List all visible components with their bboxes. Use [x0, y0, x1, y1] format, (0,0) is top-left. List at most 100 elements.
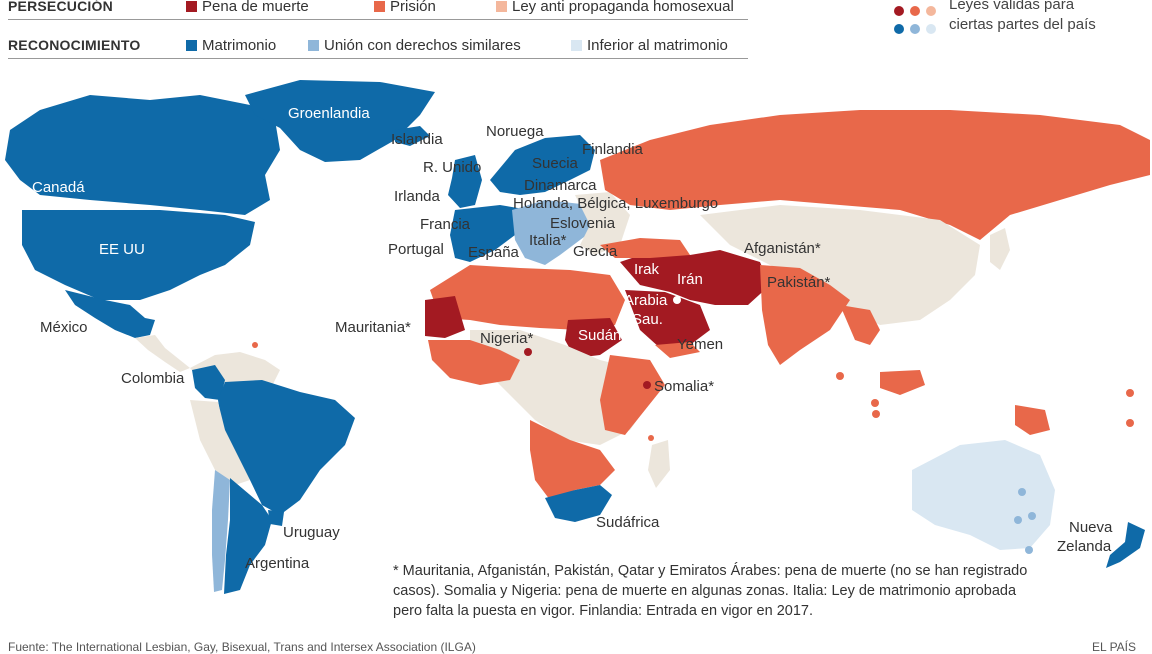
region-se-asia	[840, 305, 880, 345]
label-islandia: Islandia	[391, 131, 443, 148]
swatch-union	[308, 40, 319, 51]
region-north-africa	[430, 265, 625, 330]
world-map: Groenlandia Islandia Noruega Finlandia S…	[5, 80, 1150, 594]
region-asia-neutral	[700, 205, 980, 325]
label-mexico: México	[40, 319, 88, 336]
label-noruega: Noruega	[486, 123, 544, 140]
partial-dot-caribbean	[252, 342, 258, 348]
legend-prison-label: Prisión	[390, 0, 436, 15]
region-argentina	[224, 478, 272, 594]
region-west-africa	[428, 340, 520, 385]
source-credit: Fuente: The International Lesbian, Gay, …	[8, 640, 476, 654]
legend-death-label: Pena de muerte	[202, 0, 309, 15]
region-canada	[5, 95, 280, 215]
legend-partial-dots-blue	[894, 21, 954, 38]
region-peru-bolivia	[190, 400, 250, 485]
label-irak: Irak	[634, 261, 660, 278]
region-central-europe	[512, 200, 600, 265]
region-brazil	[218, 380, 355, 515]
region-eastern-europe	[575, 192, 630, 255]
partial-dot-pacific-2	[1126, 419, 1134, 427]
region-new-zealand	[1106, 522, 1145, 568]
dot-death	[894, 6, 904, 16]
label-arabia-line1: Arabia	[624, 292, 668, 309]
footnote: * Mauritania, Afganistán, Pakistán, Qata…	[393, 563, 1028, 619]
label-espana: España	[468, 244, 520, 261]
label-mauritania: Mauritania*	[335, 319, 411, 336]
label-sudafrica: Sudáfrica	[596, 514, 660, 531]
label-francia: Francia	[420, 216, 471, 233]
region-mauritania	[425, 296, 465, 338]
dot-prison	[910, 6, 920, 16]
label-afganistan: Afganistán*	[744, 240, 821, 257]
region-russia	[600, 110, 1150, 240]
legend-partial-line2: ciertas partes del país	[949, 16, 1096, 33]
label-nigeria: Nigeria*	[480, 330, 534, 347]
region-greenland	[245, 80, 435, 162]
label-sudan: Sudán	[578, 327, 621, 344]
label-finlandia: Finlandia	[582, 141, 644, 158]
region-japan	[990, 228, 1010, 270]
label-canada: Canadá	[32, 179, 85, 196]
label-benelux: Holanda, Bélgica, Luxemburgo	[513, 195, 718, 212]
label-argentina: Argentina	[245, 555, 310, 572]
region-southern-africa	[530, 420, 615, 500]
label-nueva-line2: Zelanda	[1057, 538, 1112, 555]
region-south-africa	[545, 485, 612, 522]
legend-item-marriage: Matrimonio	[186, 37, 276, 54]
region-usa	[22, 210, 255, 300]
legend-union-label: Unión con derechos similares	[324, 37, 521, 54]
swatch-death	[186, 1, 197, 12]
legend-item-inferior: Inferior al matrimonio	[571, 37, 728, 54]
region-iran-irak	[620, 250, 770, 305]
region-madagascar	[648, 440, 670, 488]
legend-persecution: PERSECUCIÓN Pena de muerte Prisión Ley a…	[8, 0, 748, 20]
label-portugal: Portugal	[388, 241, 444, 258]
label-colombia: Colombia	[121, 370, 185, 387]
label-groenlandia: Groenlandia	[288, 105, 370, 122]
partial-dot-qatar	[673, 296, 681, 304]
legend-item-propaganda: Ley anti propaganda homosexual	[496, 0, 734, 15]
label-eeuu: EE UU	[99, 241, 145, 258]
swatch-inferior	[571, 40, 582, 51]
partial-dot-somalia	[643, 381, 651, 389]
swatch-marriage	[186, 40, 197, 51]
label-irlanda: Irlanda	[394, 188, 441, 205]
dot-propaganda	[926, 6, 936, 16]
label-italia: Italia*	[529, 232, 567, 249]
region-central-america	[135, 335, 190, 372]
dot-inferior	[926, 24, 936, 34]
legend-inferior-label: Inferior al matrimonio	[587, 37, 728, 54]
region-colombia	[192, 365, 225, 400]
legend-item-prison: Prisión	[374, 0, 436, 15]
partial-dot-australia-1	[1018, 488, 1026, 496]
region-uruguay	[268, 510, 284, 526]
region-australia	[912, 440, 1055, 550]
region-scandinavia	[490, 135, 595, 195]
label-yemen: Yemen	[677, 336, 723, 353]
region-chile	[212, 470, 230, 592]
partial-dot-indonesia-1	[836, 372, 844, 380]
region-arabia	[625, 290, 710, 348]
legend-divider-2	[8, 58, 748, 59]
region-sudan	[565, 318, 622, 358]
swatch-prison	[374, 1, 385, 12]
label-reino-unido: R. Unido	[423, 159, 481, 176]
region-uk-ireland	[448, 155, 482, 208]
region-western-europe	[450, 205, 530, 262]
region-east-africa	[600, 355, 665, 435]
legend-partial-line1: Leyes válidas para	[949, 0, 1075, 13]
legend-persecution-heading: PERSECUCIÓN	[8, 0, 113, 14]
legend-item-union: Unión con derechos similares	[308, 37, 521, 54]
label-suecia: Suecia	[532, 155, 579, 172]
label-grecia: Grecia	[573, 243, 618, 260]
partial-dot-australia-4	[1025, 546, 1033, 554]
dot-union	[910, 24, 920, 34]
partial-dot-indonesia-3	[872, 410, 880, 418]
label-somalia: Somalia*	[654, 378, 714, 395]
publisher-credit: EL PAÍS	[1092, 640, 1137, 654]
legend-marriage-label: Matrimonio	[202, 37, 277, 54]
region-mexico	[65, 290, 155, 338]
label-dinamarca: Dinamarca	[524, 177, 597, 194]
partial-dot-pacific-1	[1126, 389, 1134, 397]
